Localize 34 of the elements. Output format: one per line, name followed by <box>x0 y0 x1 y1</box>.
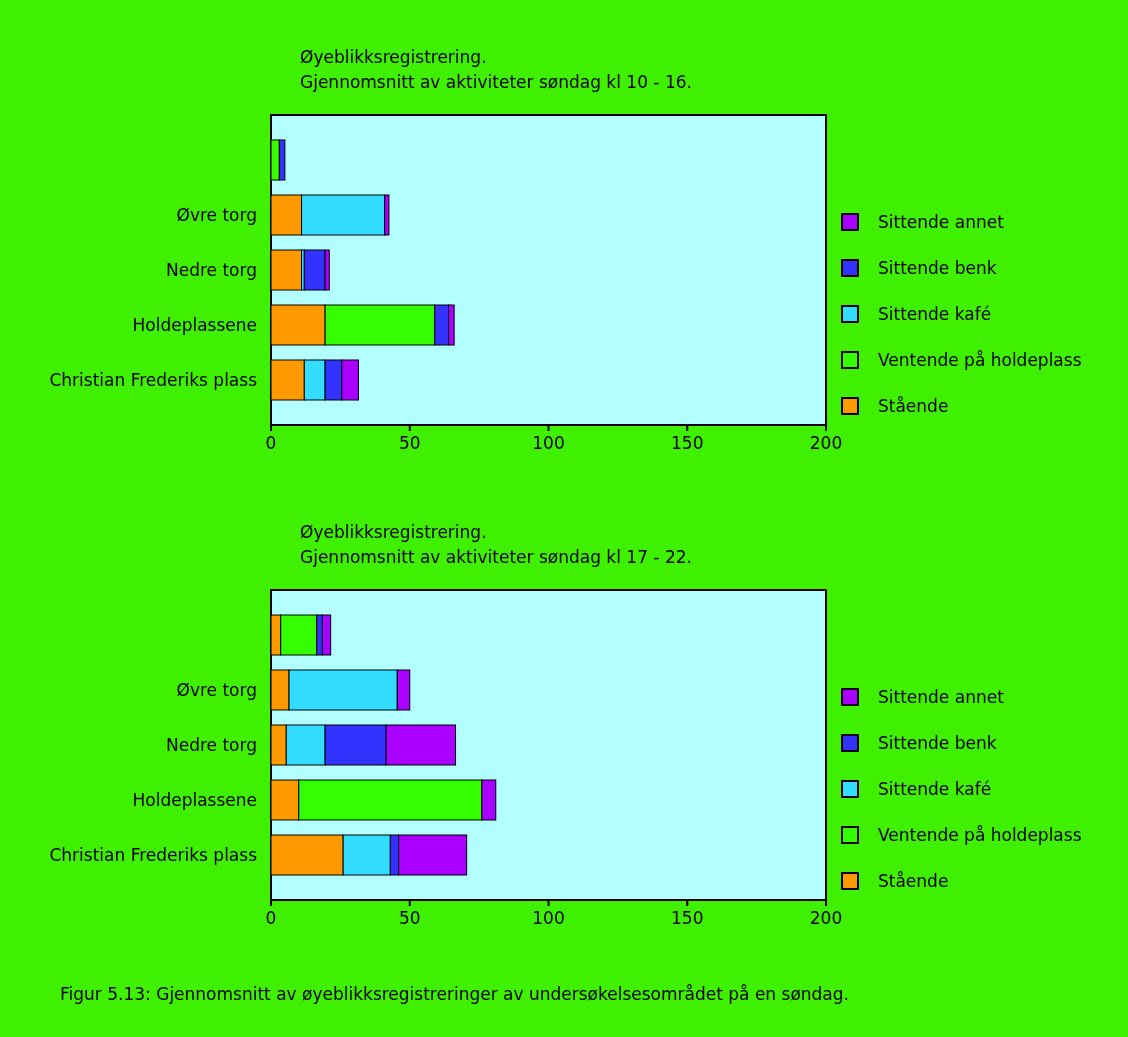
chart-subtitle: Gjennomsnitt av aktiviteter søndag kl 17 - 22. <box>300 547 692 567</box>
legend-label: Stående <box>878 396 949 416</box>
legend-label: Sittende benk <box>878 733 997 753</box>
x-tick-label: 150 <box>671 908 704 928</box>
y-tick-label: Christian Frederiks plass <box>49 845 258 865</box>
x-tick-label: 0 <box>265 908 277 928</box>
x-tick-label: 100 <box>532 908 565 928</box>
x-tick-label: 200 <box>809 908 843 928</box>
legend-label: Stående <box>878 871 949 891</box>
x-tick-label: 0 <box>265 433 277 453</box>
legend-label: Ventende på holdeplass <box>878 825 1082 845</box>
y-tick-label: Nedre torg <box>166 735 257 755</box>
legend-label: Ventende på holdeplass <box>878 350 1082 370</box>
x-tick-label: 200 <box>809 433 843 453</box>
bar <box>303 249 326 291</box>
y-tick-label: Nedre torg <box>166 260 257 280</box>
chart-title: Øyeblikksregistrering. <box>300 47 487 67</box>
y-tick-label: Øvre torg <box>176 680 257 700</box>
legend-label: Sittende annet <box>878 687 1005 707</box>
legend-label: Sittende kafé <box>878 304 992 324</box>
legend-label: Sittende annet <box>878 212 1005 232</box>
legend-label: Sittende benk <box>878 258 997 278</box>
x-tick-label: 50 <box>398 433 421 453</box>
chart-title: Øyeblikksregistrering. <box>300 522 487 542</box>
y-tick-label: Øvre torg <box>176 205 257 225</box>
y-tick-label: Christian Frederiks plass <box>49 370 258 390</box>
y-tick-label: Holdeplassene <box>132 790 257 810</box>
x-tick-label: 150 <box>671 433 704 453</box>
legend-label: Sittende kafé <box>878 779 992 799</box>
x-tick-label: 100 <box>532 433 565 453</box>
y-tick-label: Holdeplassene <box>132 315 257 335</box>
x-tick-label: 50 <box>398 908 421 928</box>
chart-subtitle: Gjennomsnitt av aktiviteter søndag kl 10 - 16. <box>300 72 692 92</box>
text: Figur 5.13: Gjennomsnitt av øyeblikksregistreringer av undersøkelsesområdet på en søndag. <box>60 984 849 1004</box>
